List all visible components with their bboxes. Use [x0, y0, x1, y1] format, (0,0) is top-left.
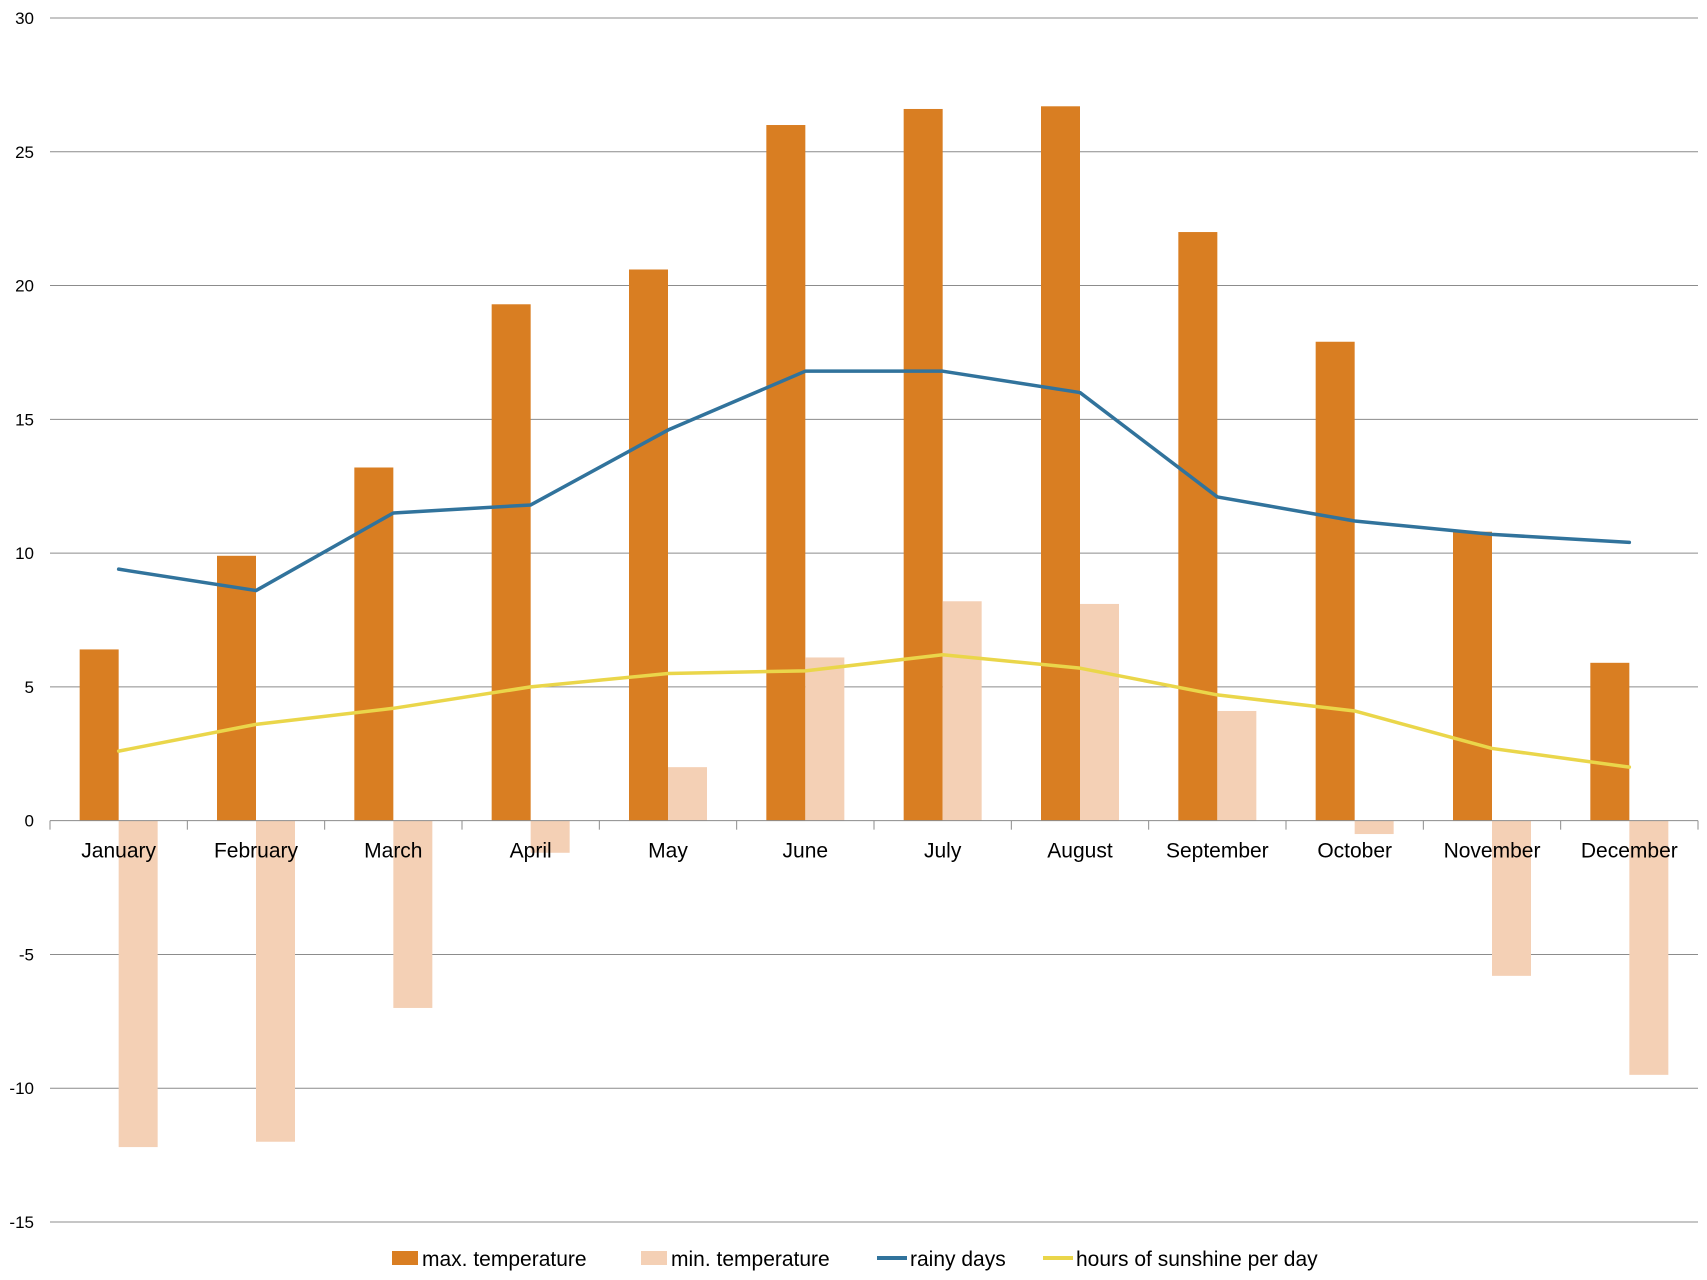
- category-label: July: [924, 840, 962, 863]
- min-temperature-bar: [530, 820, 570, 853]
- min-temperature-bar: [1217, 710, 1257, 821]
- legend-label: hours of sunshine per day: [1076, 1248, 1318, 1271]
- min-temperature-bar: [668, 767, 707, 821]
- max-temperature-bar: [217, 555, 256, 821]
- min-temperature-bar: [942, 601, 982, 821]
- legend-swatch: [641, 1251, 667, 1265]
- min-temperature-bar: [118, 820, 158, 1148]
- y-tick-label: 25: [15, 143, 34, 162]
- sunshine-hours-line: [116, 653, 1632, 769]
- category-labels: January February March April May June July Augu…: [81, 840, 1677, 863]
- x-axis-ticks: [49, 820, 1699, 830]
- max-temperature-bar: [1453, 531, 1492, 821]
- min-temperature-bar: [805, 657, 845, 821]
- category-label: June: [783, 840, 829, 863]
- max-temperature-bar: [766, 125, 806, 821]
- y-tick-label: 0: [25, 812, 34, 831]
- legend-label: rainy days: [910, 1248, 1006, 1271]
- max-temperature-bar: [1590, 662, 1630, 821]
- legend-label: min. temperature: [671, 1248, 830, 1271]
- max-temperature-bar: [354, 467, 394, 821]
- y-axis-ticks: 30 25 20 15 10 5 0 -5 -10 -15: [9, 9, 34, 1232]
- max-temperature-bar: [629, 269, 668, 821]
- category-label: February: [214, 840, 299, 863]
- y-tick-label: 20: [15, 277, 34, 296]
- min-temperature-bar: [1492, 820, 1531, 976]
- category-label: November: [1444, 840, 1541, 863]
- min-temperature-bar: [1354, 820, 1394, 835]
- gridlines: [50, 17, 1698, 1223]
- y-tick-label: -15: [9, 1213, 34, 1232]
- y-tick-label: -5: [19, 945, 34, 964]
- category-label: May: [648, 840, 688, 863]
- min-temperature-bar: [256, 820, 295, 1142]
- max-temperature-bar: [491, 304, 531, 821]
- category-label: January: [81, 840, 156, 863]
- min-temperature-bar: [393, 820, 433, 1008]
- bars: [79, 106, 1669, 1148]
- y-tick-label: 10: [15, 544, 34, 563]
- legend: max. temperature min. temperature rainy da…: [392, 1248, 1318, 1271]
- category-label: April: [510, 840, 552, 863]
- y-tick-label: 15: [15, 410, 34, 429]
- legend-label: max. temperature: [422, 1248, 587, 1271]
- min-temperature-bar: [1080, 603, 1119, 821]
- category-label: October: [1317, 840, 1392, 863]
- min-temperature-bar: [1629, 820, 1669, 1075]
- y-tick-label: 5: [25, 678, 34, 697]
- category-label: December: [1581, 840, 1678, 863]
- y-tick-label: 30: [15, 9, 34, 28]
- max-temperature-bar: [1178, 232, 1218, 821]
- category-label: August: [1047, 840, 1113, 863]
- max-temperature-bar: [79, 649, 119, 821]
- max-temperature-bar: [1315, 341, 1355, 821]
- max-temperature-bar: [903, 108, 943, 821]
- category-label: March: [364, 840, 422, 863]
- rainy-days-line: [116, 369, 1632, 593]
- legend-swatch: [392, 1251, 418, 1265]
- max-temperature-bar: [1041, 106, 1080, 821]
- y-tick-label: -10: [9, 1079, 34, 1098]
- category-label: September: [1166, 840, 1269, 863]
- lines: [116, 369, 1632, 769]
